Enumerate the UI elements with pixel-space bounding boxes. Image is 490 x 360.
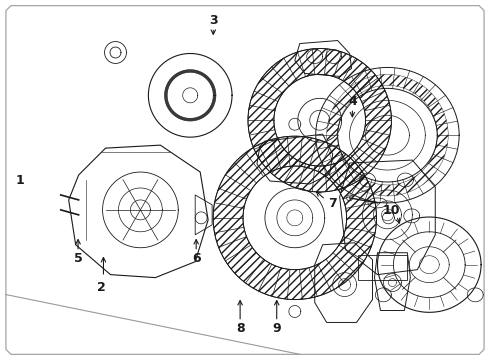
Text: 4: 4	[348, 95, 357, 108]
Text: 2: 2	[97, 281, 105, 294]
Text: 8: 8	[236, 322, 245, 335]
Text: 3: 3	[209, 14, 218, 27]
Text: 7: 7	[328, 197, 337, 210]
Text: 1: 1	[15, 174, 24, 186]
Text: 9: 9	[272, 322, 281, 335]
Text: 6: 6	[192, 252, 200, 265]
Text: 5: 5	[74, 252, 82, 265]
Text: 10: 10	[383, 204, 400, 217]
